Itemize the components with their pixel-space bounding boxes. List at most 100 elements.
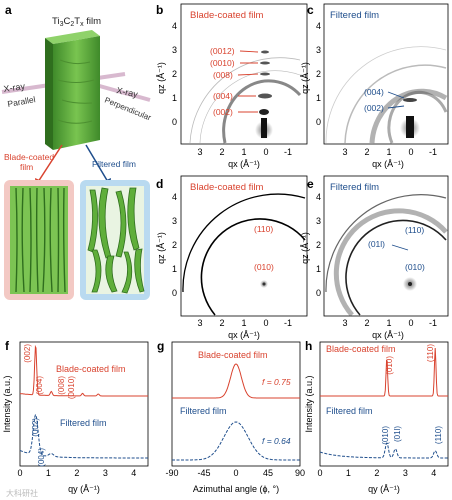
annotation: (008) [57,376,66,395]
panel-g-frame [171,341,301,467]
x-tick: -1 [284,318,292,328]
filtered-label: Filtered film [92,159,136,169]
panel-f-ylabel: Intensity (a.u.) [2,375,12,432]
peak-label: (002) [364,103,384,113]
y-tick: 2 [316,69,321,79]
panel-h: h Intensity (a.u.) qy (Å⁻¹) 0 1 2 3 4 Blade-… [304,339,449,494]
blade-label-2: film [20,162,33,172]
panel-e-xlabel: qx (Å⁻¹) [372,330,404,340]
xray-left-label: X-ray [3,81,26,94]
x-tick: 3 [197,318,202,328]
watermark: 大科研社 [6,488,38,498]
panel-d-title: Blade-coated film [190,182,263,193]
panel-f-frame [19,341,149,467]
x-tick: 1 [386,147,391,157]
legend-filtered: Filtered film [180,406,227,416]
panel-c-xlabel: qx (Å⁻¹) [372,159,404,169]
y-tick: 2 [316,240,321,250]
x-tick: -1 [429,147,437,157]
y-tick: 2 [172,69,177,79]
x-tick: -45 [197,468,210,478]
y-tick: 3 [172,45,177,55]
y-tick: 3 [316,216,321,226]
x-tick: 2 [364,318,369,328]
panel-c: c Filtered film (004) (002) 4 3 2 1 0 3 … [300,3,449,169]
panel-d-plot [180,175,308,317]
x-tick: 1 [241,147,246,157]
panel-h-frame [319,341,449,467]
series-line-blade [320,347,448,397]
x-tick: 3 [103,468,108,478]
y-tick: 2 [172,240,177,250]
y-tick: 0 [316,117,321,127]
panel-e: e Filtered film (110) (01l) (010) 4 3 2 … [300,175,449,340]
peak-label: (010) [254,262,274,272]
legend-filtered: Filtered film [60,418,107,428]
peak-label: (010) [405,262,425,272]
legend-blade: Blade-coated film [56,364,126,374]
blade-label-1: Blade-coated [4,152,54,162]
annotation: (0010) [67,376,76,399]
panel-a-letter: a [5,3,12,17]
y-tick: 4 [316,21,321,31]
peak-label: (004) [213,91,233,101]
panel-c-ylabel: qz (Å⁻¹) [300,62,310,94]
x-tick: 1 [346,468,351,478]
x-tick: -1 [429,318,437,328]
panel-f-xlabel: qy (Å⁻¹) [68,484,100,494]
annotation: (002) [31,418,40,437]
filtered-arrow [85,144,109,183]
panel-d-xlabel: qx (Å⁻¹) [228,330,260,340]
filtered-cross-section [80,180,150,300]
x-tick: 90 [295,468,305,478]
panel-h-letter: h [305,339,312,353]
x-tick: 2 [364,147,369,157]
x-tick: 3 [403,468,408,478]
panel-g: g Azimuthal angle (ϕ, °) -90 -45 0 45 90 Bla… [157,339,305,494]
x-tick: 2 [74,468,79,478]
panel-b-ylabel: qz (Å⁻¹) [156,62,166,94]
x-tick: 3 [342,318,347,328]
blade-arrow [37,144,63,183]
x-tick: 45 [263,468,273,478]
x-tick: 0 [17,468,22,478]
y-tick: 0 [172,117,177,127]
xray-right-label: X-ray [116,85,140,99]
annotation: (004) [37,448,46,467]
annotation: (002) [23,344,32,363]
peak-label: (008) [213,70,233,80]
x-tick: -1 [284,147,292,157]
panel-b-letter: b [156,3,163,17]
x-tick: 3 [342,147,347,157]
peak-label: (110) [405,225,424,235]
panel-d-letter: d [156,177,163,191]
y-tick: 0 [316,288,321,298]
annotation: (110) [434,426,443,444]
peak-label: (0012) [210,46,235,56]
annotation: (010) [385,356,394,375]
series-line-blade [172,363,300,399]
y-tick: 1 [316,93,321,103]
film-title: Ti3C2Tx film [52,16,101,28]
annotation: (010) [381,426,390,445]
x-tick: 1 [386,318,391,328]
peak-label: (110) [254,224,273,234]
y-tick: 1 [172,264,177,274]
peak-label: (002) [213,107,233,117]
y-tick: 4 [172,192,177,202]
panel-e-plot [323,175,449,317]
series-line-filtered [19,414,148,459]
annotation: f = 0.75 [262,377,291,387]
x-tick: 4 [431,468,436,478]
y-tick: 4 [316,192,321,202]
series-line-filtered [172,421,300,461]
peak-label: (0010) [210,58,235,68]
series-line-blade [19,344,148,397]
x-tick: -90 [165,468,178,478]
annotation: (004) [35,376,44,395]
annotation: f = 0.64 [262,436,291,446]
x-tick: 0 [263,147,268,157]
panel-h-xlabel: qy (Å⁻¹) [368,484,400,494]
panel-h-ylabel: Intensity (a.u.) [304,375,314,432]
film-slab [53,36,100,150]
